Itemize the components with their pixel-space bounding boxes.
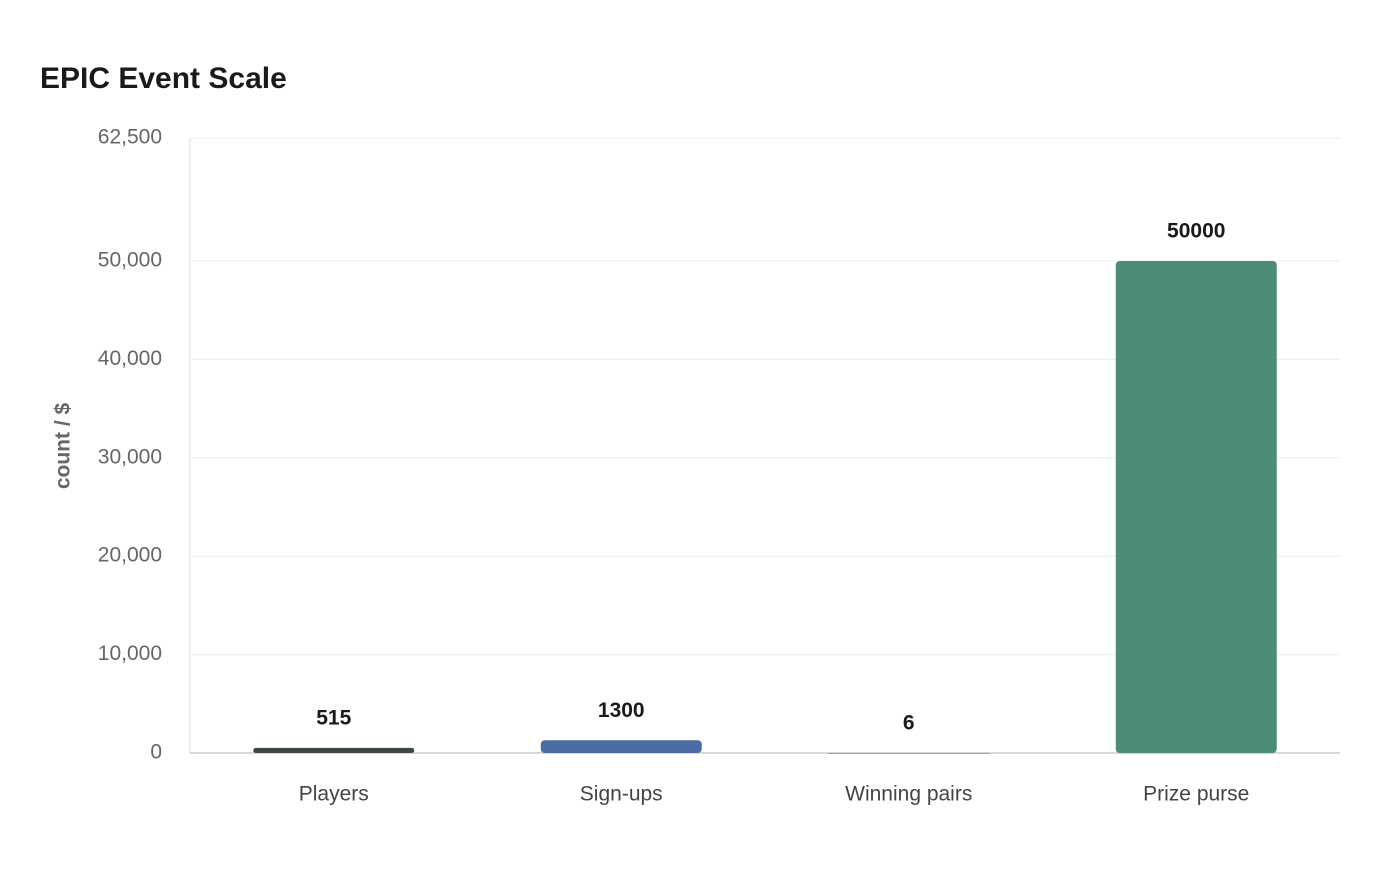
y-tick-label: 20,000 (98, 544, 162, 567)
x-tick-label: Players (299, 783, 369, 806)
bar (828, 752, 990, 754)
y-tick-label: 10,000 (98, 642, 162, 665)
y-axis-title: count / $ (52, 403, 75, 490)
y-tick-label: 0 (150, 741, 162, 764)
y-tick-label: 30,000 (98, 445, 162, 468)
chart-title: EPIC Event Scale (40, 62, 287, 95)
bar (253, 747, 415, 753)
data-label: 515 (316, 706, 351, 729)
bar (540, 740, 702, 753)
y-tick-label: 62,500 (98, 126, 162, 149)
x-tick-label: Prize purse (1143, 783, 1249, 806)
y-tick-label: 50,000 (98, 249, 162, 272)
data-label: 50000 (1167, 220, 1225, 243)
data-label: 6 (903, 711, 915, 734)
data-label: 1300 (598, 699, 645, 722)
bar (1115, 261, 1277, 753)
y-tick-label: 40,000 (98, 347, 162, 370)
x-tick-label: Sign-ups (580, 783, 663, 806)
x-tick-label: Winning pairs (845, 783, 972, 806)
